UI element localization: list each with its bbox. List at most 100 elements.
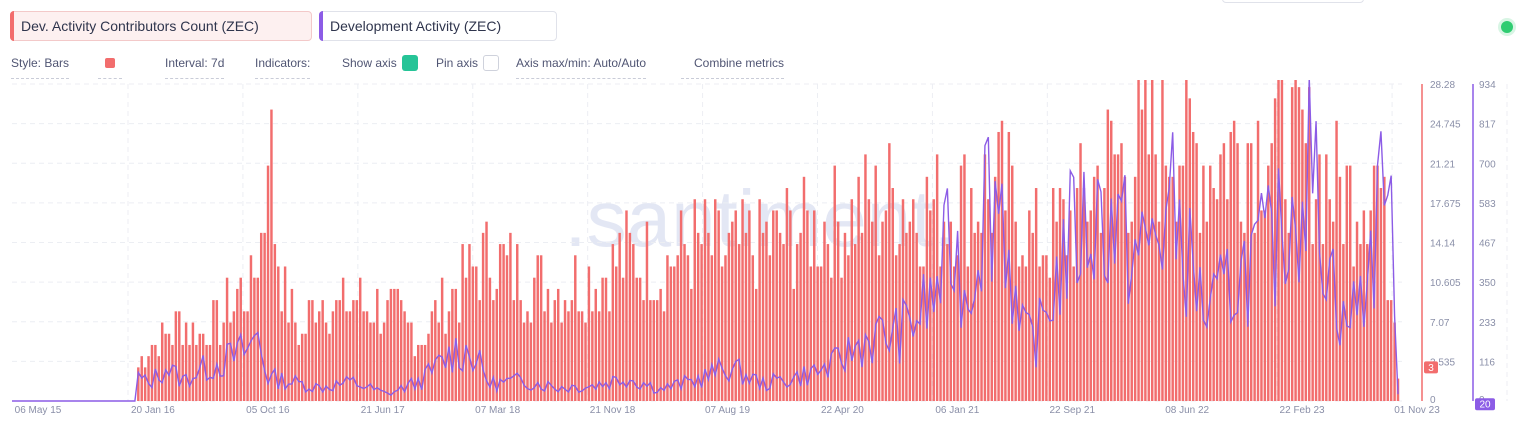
- bar: [690, 288, 693, 401]
- bar: [946, 244, 949, 401]
- y-axis-left-tick: 0: [1430, 395, 1436, 406]
- pin-axis-toggle[interactable]: Pin axis: [436, 54, 500, 72]
- bar: [1253, 232, 1256, 401]
- bar: [775, 210, 778, 401]
- bar: [1304, 143, 1308, 401]
- bar: [1174, 221, 1178, 401]
- bar: [833, 165, 836, 401]
- bar: [973, 232, 976, 401]
- bar: [816, 266, 819, 401]
- bar: [485, 221, 488, 401]
- show-axis-toggle[interactable]: Show axis: [342, 54, 418, 72]
- bar: [1239, 221, 1243, 401]
- bar: [1075, 188, 1079, 401]
- line-series: [12, 80, 1399, 402]
- bar: [410, 322, 413, 401]
- bar: [1209, 165, 1212, 401]
- metric-chip-contributors[interactable]: Dev. Activity Contributors Count (ZEC): [10, 11, 312, 41]
- axis-maxmin-selector[interactable]: Axis max/min: Auto/Auto: [516, 54, 647, 79]
- x-axis-tick: 20 Jan 16: [131, 405, 175, 416]
- bar: [280, 311, 283, 401]
- bar: [143, 367, 147, 401]
- axes: 0 3.535 7.07 10.605 14.14 17.675 21.21 24.745 28…: [15, 80, 1496, 416]
- style-selector[interactable]: Style: Bars: [11, 54, 70, 79]
- x-axis-tick: 22 Feb 23: [1280, 405, 1325, 416]
- bar: [888, 143, 891, 401]
- bar: [942, 221, 946, 401]
- bar: [700, 244, 703, 401]
- last-value-badge-left: [1424, 361, 1438, 374]
- bar: [597, 311, 601, 401]
- y-axis-right-tick: 233: [1479, 318, 1496, 329]
- bar: [1130, 221, 1133, 401]
- bar: [922, 266, 925, 401]
- bar: [399, 300, 403, 401]
- bar: [864, 154, 867, 401]
- bar: [297, 344, 300, 401]
- x-axis-tick: 06 May 15: [15, 405, 62, 416]
- bar: [283, 266, 287, 401]
- bar: [1325, 154, 1328, 401]
- bar: [1011, 165, 1014, 401]
- metric-chip-dev-activity[interactable]: Development Activity (ZEC): [319, 11, 557, 41]
- bar: [208, 344, 212, 401]
- bar: [219, 344, 222, 401]
- bar: [468, 244, 471, 401]
- bar: [874, 165, 877, 401]
- bar: [191, 322, 195, 401]
- bar: [355, 300, 359, 401]
- bar: [413, 356, 417, 401]
- bar: [341, 277, 345, 401]
- bar: [1205, 221, 1209, 401]
- x-axis-tick: 22 Apr 20: [821, 405, 864, 416]
- combine-metrics-button[interactable]: Combine metrics: [681, 54, 785, 79]
- bar: [1092, 176, 1096, 401]
- bar: [717, 210, 720, 401]
- bar: [826, 244, 830, 401]
- bar: [154, 344, 157, 401]
- bar: [307, 300, 311, 401]
- bar: [754, 288, 758, 401]
- bar: [1273, 98, 1277, 401]
- bar: [529, 322, 533, 401]
- bar: [707, 232, 710, 401]
- bar: [1246, 143, 1250, 401]
- bar: [734, 210, 737, 401]
- bar: [898, 244, 901, 401]
- y-axis-left-tick: 17.675: [1430, 199, 1461, 210]
- bar: [823, 221, 826, 401]
- bar: [1345, 165, 1349, 401]
- bar: [314, 322, 318, 401]
- bar: [628, 232, 632, 401]
- bar: [1154, 154, 1157, 401]
- bar: [952, 266, 956, 401]
- bar: [939, 266, 942, 401]
- bar: [714, 199, 717, 401]
- interval-selector[interactable]: Interval: 7d: [165, 54, 225, 79]
- bar: [1389, 300, 1393, 401]
- x-axis-tick: 22 Sep 21: [1049, 405, 1095, 416]
- live-status-icon: [1501, 21, 1513, 33]
- bar: [1178, 165, 1181, 401]
- color-picker[interactable]: [98, 54, 122, 79]
- bar: [1215, 199, 1219, 401]
- bar: [669, 266, 673, 401]
- bar: [212, 300, 215, 401]
- bar: [1297, 87, 1301, 401]
- bar: [608, 311, 611, 401]
- bar: [877, 255, 881, 401]
- bar: [498, 244, 502, 401]
- bar: [1086, 221, 1089, 401]
- bar: [1284, 199, 1287, 401]
- bar: [290, 288, 294, 401]
- bar: [188, 344, 191, 401]
- top-right-control[interactable]: [1222, 0, 1364, 3]
- bar: [809, 266, 813, 401]
- bar: [737, 244, 741, 401]
- bar: [676, 255, 679, 401]
- bar: [819, 266, 823, 401]
- chart-canvas[interactable]: .santiment. 03.5357.0710.60514.1417.6752…: [0, 80, 1526, 424]
- bar: [164, 333, 167, 401]
- indicators-selector[interactable]: Indicators:: [255, 54, 311, 79]
- bar: [1041, 255, 1045, 401]
